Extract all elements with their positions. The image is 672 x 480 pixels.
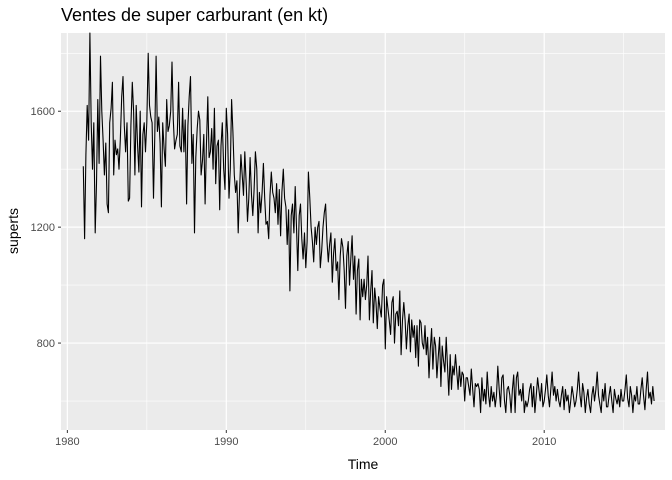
y-axis-ticks: 800 1200 1600	[31, 106, 61, 350]
series-line	[82, 32, 655, 414]
x-tick-label: 1980	[55, 436, 79, 448]
y-tick-label: 800	[37, 338, 55, 350]
plot-panel	[61, 33, 665, 430]
y-tick-label: 1200	[31, 222, 55, 234]
grid-major	[61, 33, 665, 430]
x-axis-ticks: 1980 1990 2000 2010	[55, 430, 556, 448]
x-tick-label: 2010	[532, 436, 556, 448]
x-tick-label: 2000	[373, 436, 397, 448]
y-tick-label: 1600	[31, 106, 55, 118]
x-tick-label: 1990	[214, 436, 238, 448]
x-axis-title: Time	[348, 456, 379, 472]
y-axis-title: superts	[5, 208, 21, 254]
chart-title: Ventes de super carburant (en kt)	[61, 5, 328, 25]
